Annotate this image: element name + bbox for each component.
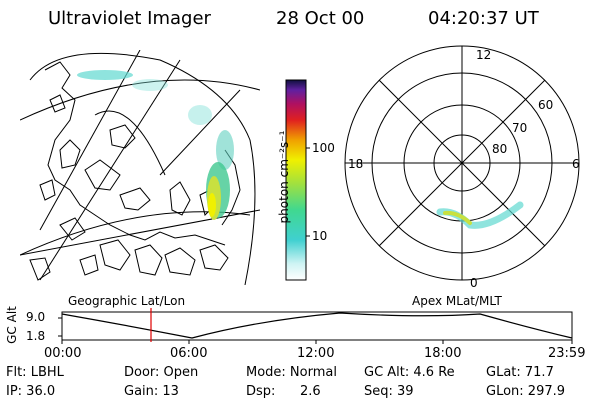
seq-field: Seq: 39 — [364, 384, 414, 399]
altitude-plot — [58, 308, 573, 344]
geographic-map — [20, 50, 260, 285]
instrument-title: Ultraviolet Imager — [48, 8, 211, 29]
altitude-tick-low: 1.8 — [26, 329, 46, 343]
gain-field: Gain: 13 — [124, 384, 179, 399]
mlt-label-12: 12 — [476, 48, 492, 62]
glat-field: GLat: 71.7 — [486, 365, 554, 380]
colorbar-tick-10: 10 — [312, 229, 328, 243]
colorbar — [285, 79, 307, 281]
aurora-emission-geographic — [77, 70, 234, 220]
colorbar-unit-label: photon cm⁻²s⁻¹ — [277, 130, 291, 224]
lat-label-80: 80 — [492, 142, 508, 156]
dsp-value: 2.6 — [300, 384, 321, 399]
colorbar-tick-100: 100 — [312, 141, 335, 155]
altitude-axis-label: GC Alt — [5, 306, 19, 344]
dsp-label: Dsp: — [246, 384, 276, 399]
mode-field: Mode: Normal — [246, 365, 337, 380]
left-panel-caption: Geographic Lat/Lon — [68, 294, 186, 308]
altitude-tick-high: 9.0 — [26, 310, 46, 324]
time-tick: 06:00 — [170, 346, 208, 361]
filter-field: Flt: LBHL — [6, 365, 64, 380]
time-tick: 00:00 — [44, 346, 82, 361]
lat-label-60: 60 — [538, 98, 554, 112]
mlt-label-0: 0 — [470, 276, 478, 290]
mlt-label-18: 18 — [348, 157, 364, 171]
ip-field: IP: 36.0 — [6, 384, 56, 399]
polar-plot — [344, 45, 580, 281]
mlt-label-6: 6 — [572, 157, 580, 171]
time-tick: 12:00 — [297, 346, 335, 361]
gc-alt-field: GC Alt: 4.6 Re — [364, 365, 455, 380]
door-field: Door: Open — [124, 365, 199, 380]
aurora-emission-polar — [436, 201, 524, 229]
date-label: 28 Oct 00 — [276, 8, 365, 29]
glon-field: GLon: 297.9 — [486, 384, 566, 399]
lat-label-70: 70 — [512, 121, 528, 135]
time-label: 04:20:37 UT — [428, 8, 539, 29]
time-tick: 18:00 — [424, 346, 462, 361]
right-panel-caption: Apex MLat/MLT — [412, 294, 502, 308]
time-tick: 23:59 — [548, 346, 586, 361]
